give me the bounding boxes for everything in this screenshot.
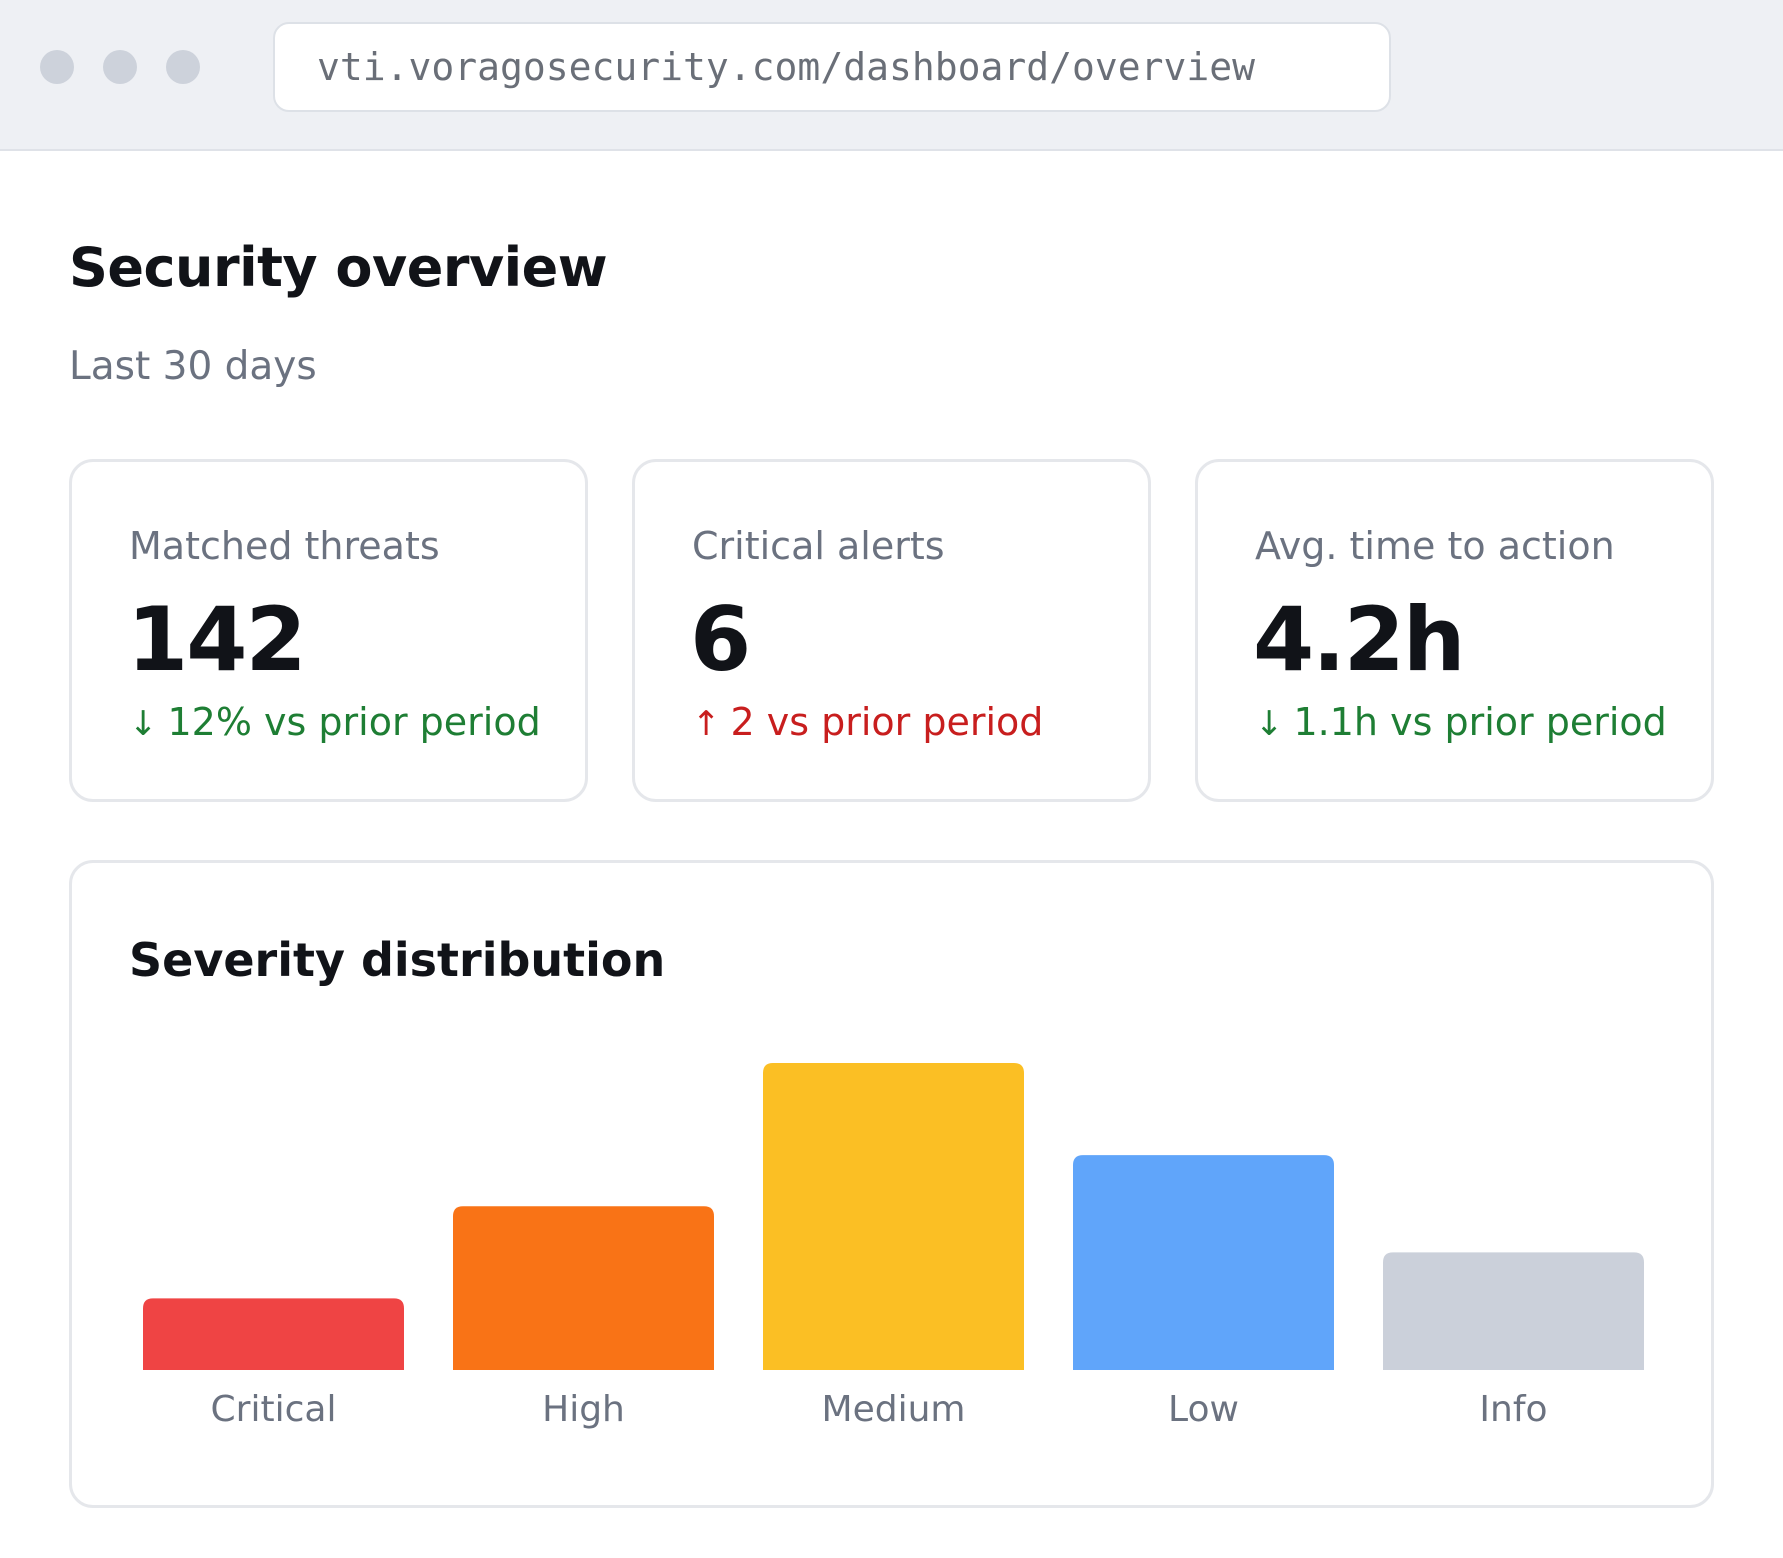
stat-value: 6	[690, 588, 751, 691]
stat-label: Avg. time to action	[1255, 524, 1615, 568]
stat-card-matched-threats: Matched threats 142 ↓ 12% vs prior period	[69, 459, 588, 802]
page-title: Security overview	[69, 236, 608, 299]
severity-chart-card: Severity distribution Critical High Medium…	[69, 860, 1714, 1508]
arrow-down-icon: ↓	[129, 704, 158, 744]
stat-card-avg-time-to-action: Avg. time to action 4.2h ↓ 1.1h vs prior …	[1195, 459, 1714, 802]
stat-delta-text: 1.1h vs prior period	[1293, 700, 1667, 744]
stat-delta: ↑ 2 vs prior period	[692, 700, 1043, 744]
stat-value: 4.2h	[1253, 588, 1466, 691]
bar-critical	[143, 1298, 404, 1370]
stat-label: Matched threats	[129, 524, 440, 568]
chart-title: Severity distribution	[129, 933, 666, 987]
stat-label: Critical alerts	[692, 524, 945, 568]
stat-value: 142	[127, 588, 307, 691]
stat-delta: ↓ 1.1h vs prior period	[1255, 700, 1667, 744]
url-text: vti.voragosecurity.com/dashboard/overvie…	[317, 45, 1255, 89]
arrow-up-icon: ↑	[692, 704, 721, 744]
address-bar[interactable]: vti.voragosecurity.com/dashboard/overvie…	[273, 22, 1391, 112]
category-label: Medium	[822, 1389, 966, 1430]
window-close-dot[interactable]	[40, 50, 74, 84]
bar-high	[453, 1206, 714, 1370]
category-label: Low	[1168, 1389, 1239, 1430]
category-label: Critical	[211, 1389, 337, 1430]
stat-delta-text: 12% vs prior period	[167, 700, 541, 744]
stat-card-critical-alerts: Critical alerts 6 ↑ 2 vs prior period	[632, 459, 1151, 802]
stat-delta: ↓ 12% vs prior period	[129, 700, 541, 744]
stat-delta-text: 2 vs prior period	[730, 700, 1044, 744]
arrow-down-icon: ↓	[1255, 704, 1284, 744]
window-maximize-dot[interactable]	[166, 50, 200, 84]
browser-toolbar: vti.voragosecurity.com/dashboard/overvie…	[0, 0, 1783, 151]
window-minimize-dot[interactable]	[103, 50, 137, 84]
severity-bar-chart: Critical High Medium Low Info	[143, 1063, 1644, 1430]
page-subtitle: Last 30 days	[69, 344, 317, 389]
category-label: Info	[1479, 1389, 1547, 1430]
bar-medium	[763, 1063, 1024, 1370]
bar-low	[1073, 1155, 1334, 1370]
category-label: High	[542, 1389, 625, 1430]
bar-info	[1383, 1252, 1644, 1370]
